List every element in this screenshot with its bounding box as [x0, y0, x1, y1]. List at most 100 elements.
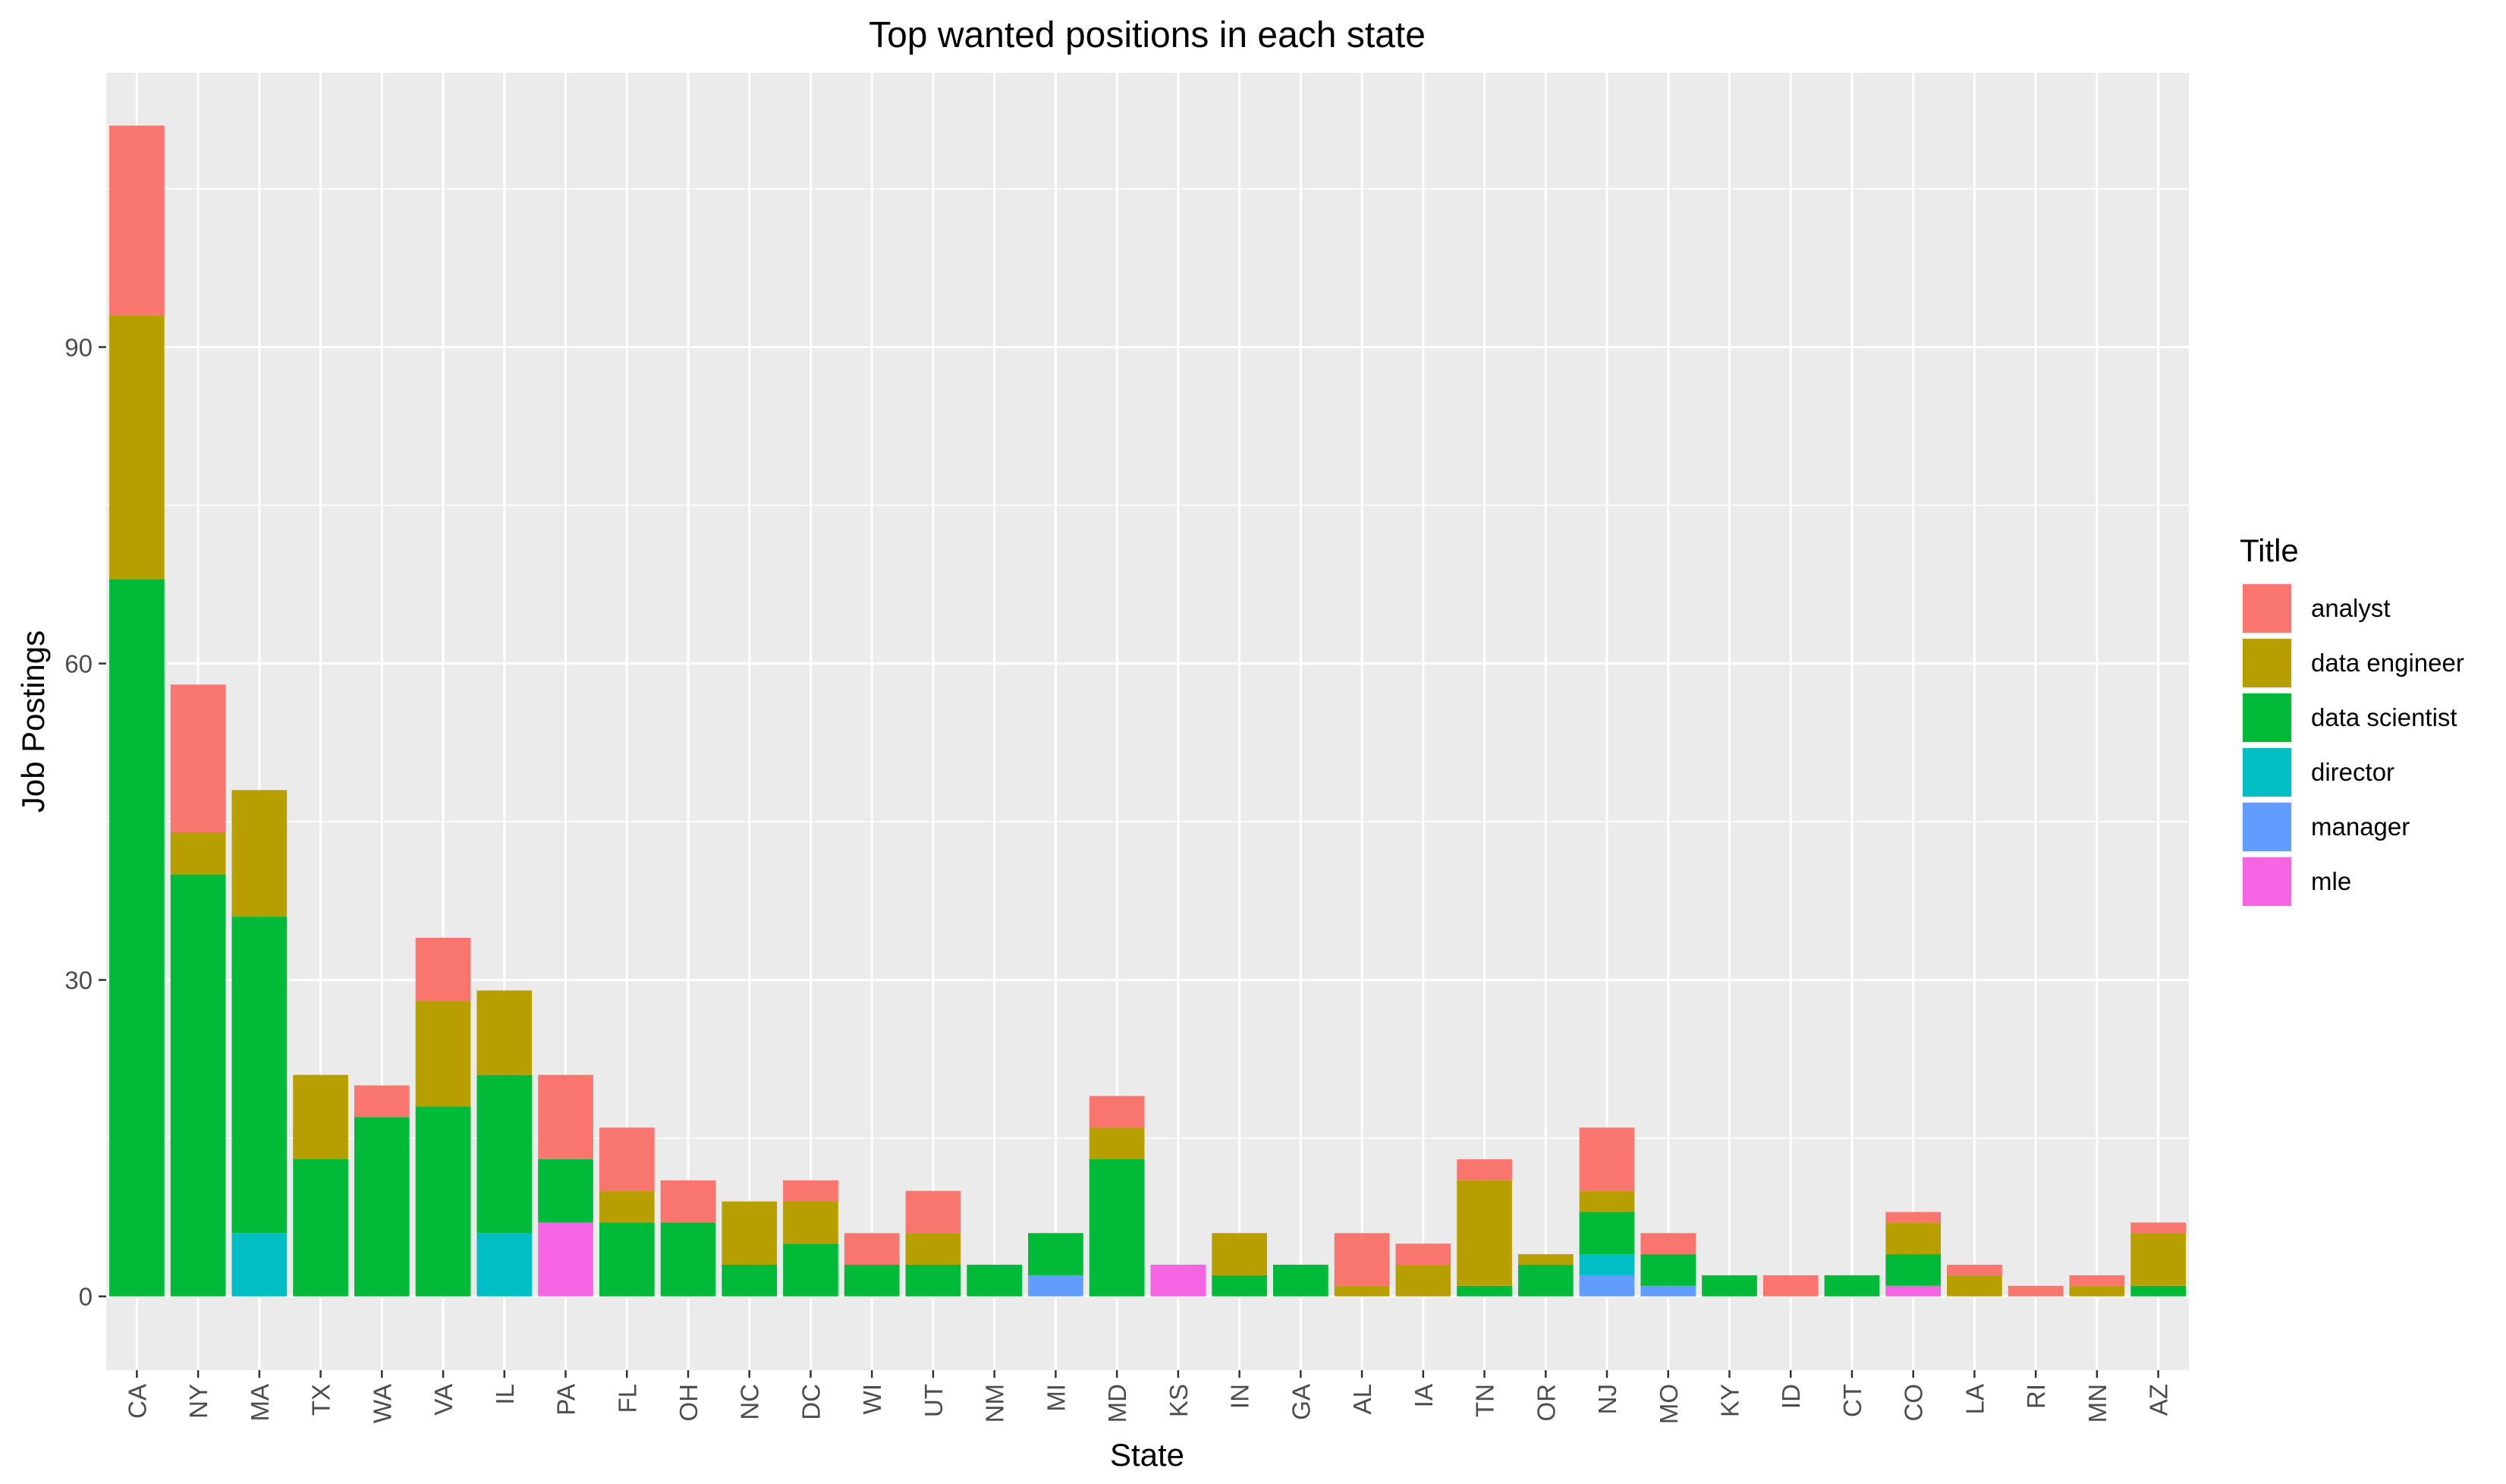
x-axis: CA NY MA TX WA VA IL PA FL OH NC DC WI UT NM MI MD KS IN GA…	[123, 1370, 2173, 1424]
x-tick-label: AL	[1348, 1384, 1376, 1414]
bar-CA-data-scientist	[109, 579, 165, 1297]
legend-swatch-data-engineer	[2243, 639, 2291, 687]
legend-label: director	[2311, 758, 2394, 786]
bar-IL-data-engineer	[476, 990, 533, 1075]
legend-swatch-director	[2243, 748, 2291, 797]
bar-CT-data-scientist	[1824, 1275, 1880, 1297]
bar-TN-data-engineer	[1457, 1180, 1512, 1286]
bar-NJ-data-engineer	[1579, 1190, 1635, 1212]
bar-CA-data-engineer	[109, 315, 165, 580]
bar-NY-data-engineer	[170, 832, 226, 875]
bar-OH-analyst	[660, 1180, 716, 1223]
bar-MD-data-scientist	[1089, 1159, 1145, 1297]
bar-CO-mle	[1885, 1285, 1942, 1297]
bar-WA-analyst	[354, 1085, 410, 1118]
bar-DC-data-scientist	[783, 1243, 838, 1297]
bar-NM-data-scientist	[967, 1264, 1022, 1297]
bar-CO-data-scientist	[1885, 1254, 1942, 1286]
bar-NJ-data-scientist	[1579, 1212, 1635, 1255]
bar-NJ-director	[1579, 1254, 1635, 1275]
bar-OR-data-scientist	[1517, 1264, 1574, 1297]
x-tick-label: WI	[858, 1384, 886, 1414]
x-tick-label: UT	[920, 1384, 948, 1417]
bar-MD-data-engineer	[1089, 1127, 1145, 1159]
y-tick-label: 90	[64, 333, 93, 361]
legend-label: mle	[2311, 867, 2351, 895]
legend-label: data scientist	[2311, 703, 2457, 731]
bar-WI-analyst	[844, 1233, 900, 1265]
legend: Title analyst data engineer data scientist…	[2240, 533, 2464, 907]
bar-MA-director	[231, 1233, 288, 1297]
bar-VA-analyst	[415, 938, 471, 1001]
y-tick-label: 30	[64, 967, 93, 995]
bar-NC-data-engineer	[722, 1201, 778, 1265]
bar-MI-manager	[1028, 1275, 1083, 1297]
bar-UT-data-scientist	[905, 1264, 961, 1297]
x-tick-label: GA	[1287, 1384, 1315, 1420]
bar-TN-data-scientist	[1457, 1285, 1512, 1297]
bar-KS-mle	[1150, 1264, 1206, 1297]
legend-label: analyst	[2311, 594, 2391, 622]
bar-TX-data-scientist	[293, 1159, 348, 1297]
x-tick-label: VA	[429, 1384, 457, 1416]
bar-TX-data-engineer	[293, 1074, 348, 1159]
x-tick-label: MI	[1042, 1384, 1070, 1412]
x-tick-label: FL	[613, 1384, 641, 1413]
x-axis-title: State	[1110, 1437, 1184, 1473]
bar-FL-analyst	[599, 1127, 655, 1191]
x-tick-label: ID	[1777, 1384, 1805, 1409]
bar-IL-data-scientist	[476, 1074, 533, 1234]
y-tick-label: 60	[64, 650, 93, 678]
x-tick-label: KS	[1165, 1384, 1193, 1417]
bar-MI-data-scientist	[1028, 1233, 1083, 1275]
bar-MO-analyst	[1640, 1233, 1696, 1255]
y-axis-title: Job Postings	[15, 630, 51, 813]
x-tick-label: IL	[491, 1384, 519, 1405]
bar-WA-data-scientist	[354, 1117, 410, 1297]
bar-CO-analyst	[1885, 1212, 1942, 1223]
bar-MA-data-scientist	[231, 916, 288, 1234]
x-tick-label: TN	[1471, 1384, 1499, 1417]
x-tick-label: NC	[736, 1384, 764, 1420]
x-tick-label: NM	[981, 1384, 1009, 1423]
bar-DC-analyst	[783, 1180, 838, 1202]
x-tick-label: OR	[1532, 1384, 1560, 1422]
bar-NJ-analyst	[1579, 1127, 1635, 1191]
y-axis: 0 30 60 90	[64, 333, 106, 1311]
bar-PA-data-scientist	[538, 1159, 593, 1223]
bar-NJ-manager	[1579, 1275, 1635, 1297]
bar-VA-data-engineer	[415, 1001, 471, 1107]
bar-AL-data-engineer	[1334, 1285, 1390, 1297]
bar-AL-analyst	[1334, 1233, 1390, 1286]
bar-DC-data-engineer	[783, 1201, 838, 1244]
x-tick-label: LA	[1960, 1384, 1989, 1414]
bar-UT-data-engineer	[905, 1233, 961, 1265]
legend-swatch-manager	[2243, 803, 2291, 851]
bar-AZ-data-engineer	[2130, 1233, 2186, 1286]
bar-OH-data-scientist	[660, 1222, 716, 1297]
bar-IN-data-scientist	[1212, 1275, 1267, 1297]
x-tick-label: WA	[368, 1384, 396, 1423]
legend-title: Title	[2240, 533, 2299, 568]
bar-MN-analyst	[2069, 1275, 2125, 1286]
x-tick-label: CA	[123, 1384, 151, 1419]
bar-GA-data-scientist	[1273, 1264, 1328, 1297]
bars	[109, 125, 2186, 1297]
bar-CO-data-engineer	[1885, 1222, 1942, 1255]
x-tick-label: CT	[1838, 1384, 1866, 1417]
bar-MD-analyst	[1089, 1096, 1145, 1128]
bar-IA-data-engineer	[1395, 1264, 1451, 1297]
bar-MO-data-scientist	[1640, 1254, 1696, 1286]
x-tick-label: IA	[1410, 1384, 1438, 1407]
bar-PA-mle	[538, 1222, 593, 1297]
x-tick-label: NY	[184, 1384, 212, 1419]
bar-NY-data-scientist	[170, 874, 226, 1297]
legend-label: data engineer	[2311, 649, 2464, 677]
bar-KY-data-scientist	[1702, 1275, 1757, 1297]
bar-FL-data-scientist	[599, 1222, 655, 1297]
bar-MN-data-engineer	[2069, 1285, 2125, 1297]
bar-VA-data-scientist	[415, 1106, 471, 1297]
bar-MA-data-engineer	[231, 790, 288, 917]
bar-AZ-data-scientist	[2130, 1285, 2186, 1297]
